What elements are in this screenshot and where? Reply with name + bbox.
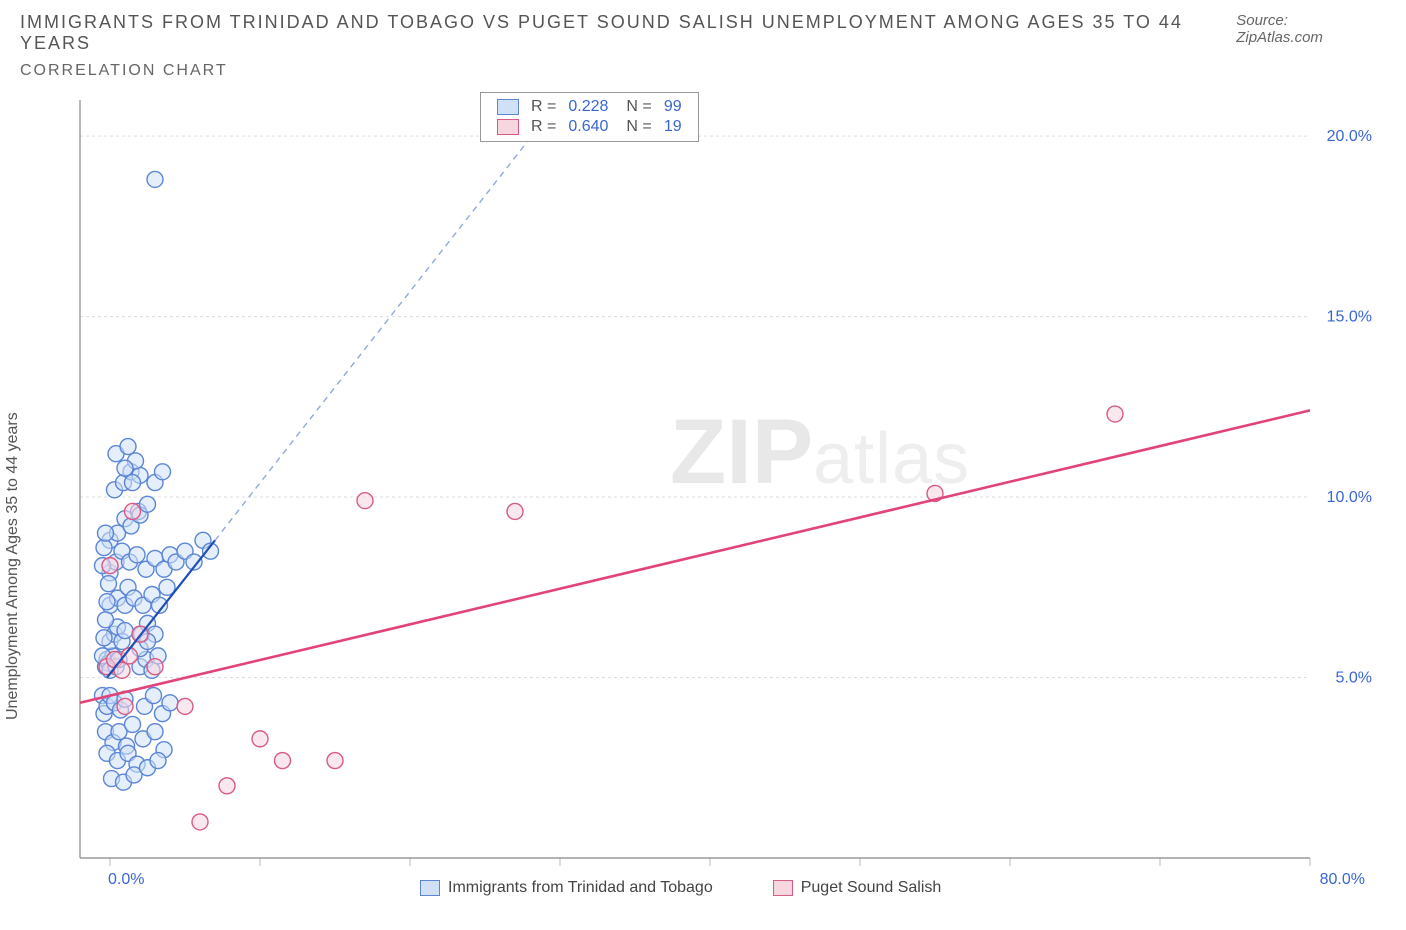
data-point bbox=[192, 814, 208, 830]
data-point bbox=[102, 558, 118, 574]
data-point bbox=[125, 716, 141, 732]
data-point bbox=[96, 540, 112, 556]
data-point bbox=[177, 698, 193, 714]
data-point bbox=[357, 493, 373, 509]
data-point bbox=[117, 460, 133, 476]
data-point bbox=[120, 439, 136, 455]
legend-item: Immigrants from Trinidad and Tobago bbox=[420, 879, 713, 897]
data-point bbox=[125, 475, 141, 491]
legend-row: R =0.228N =99 bbox=[491, 97, 688, 117]
legend-label: Immigrants from Trinidad and Tobago bbox=[448, 879, 713, 896]
trend-line-extension bbox=[215, 100, 560, 540]
correlation-legend: R =0.228N =99R =0.640N =19 bbox=[480, 92, 699, 142]
data-point bbox=[129, 547, 145, 563]
data-point bbox=[327, 753, 343, 769]
data-point bbox=[117, 698, 133, 714]
legend-item: Puget Sound Salish bbox=[773, 879, 942, 897]
data-point bbox=[147, 659, 163, 675]
data-point bbox=[507, 503, 523, 519]
y-axis-label: Unemployment Among Ages 35 to 44 years bbox=[4, 412, 22, 720]
y-tick-label: 15.0% bbox=[1327, 309, 1372, 326]
trend-line bbox=[80, 410, 1310, 702]
data-point bbox=[275, 753, 291, 769]
chart-subtitle: CORRELATION CHART bbox=[0, 54, 1406, 80]
data-point bbox=[150, 753, 166, 769]
data-point bbox=[1107, 406, 1123, 422]
data-point bbox=[98, 525, 114, 541]
data-point bbox=[98, 612, 114, 628]
data-point bbox=[117, 623, 133, 639]
y-tick-label: 20.0% bbox=[1327, 128, 1372, 145]
y-tick-label: 10.0% bbox=[1327, 489, 1372, 506]
data-point bbox=[101, 576, 117, 592]
data-point bbox=[147, 724, 163, 740]
y-tick-label: 5.0% bbox=[1336, 670, 1372, 687]
chart-title: IMMIGRANTS FROM TRINIDAD AND TOBAGO VS P… bbox=[20, 12, 1236, 54]
series-legend: Immigrants from Trinidad and Tobago Puget… bbox=[420, 879, 941, 897]
source-attribution: Source: ZipAtlas.com bbox=[1236, 12, 1376, 46]
scatter-plot: 5.0% 10.0% 15.0% 20.0% 0.0% 80.0% bbox=[60, 88, 1380, 888]
data-point bbox=[125, 503, 141, 519]
data-point bbox=[162, 695, 178, 711]
data-point bbox=[99, 594, 115, 610]
x-tick-label: 80.0% bbox=[1320, 871, 1365, 888]
data-point bbox=[252, 731, 268, 747]
data-point bbox=[140, 496, 156, 512]
legend-row: R =0.640N =19 bbox=[491, 117, 688, 137]
chart-area: 5.0% 10.0% 15.0% 20.0% 0.0% 80.0% bbox=[60, 88, 1380, 888]
legend-label: Puget Sound Salish bbox=[801, 879, 942, 896]
data-point bbox=[96, 630, 112, 646]
data-point bbox=[155, 464, 171, 480]
data-point bbox=[147, 171, 163, 187]
data-point bbox=[219, 778, 235, 794]
data-point bbox=[146, 688, 162, 704]
x-tick-label: 0.0% bbox=[108, 871, 144, 888]
